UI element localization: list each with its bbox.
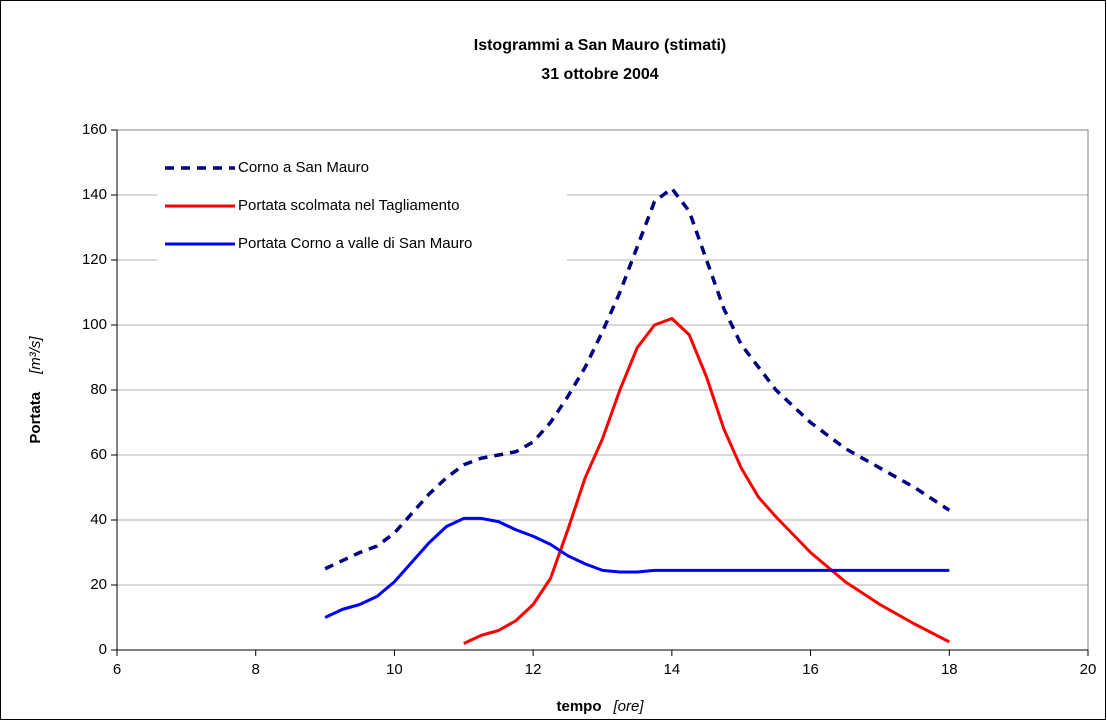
x-tick-label: 18 bbox=[941, 661, 958, 678]
y-tick-label: 80 bbox=[90, 381, 107, 398]
x-axis-title: tempo [ore] bbox=[556, 698, 644, 715]
legend-label: Portata Corno a valle di San Mauro bbox=[238, 235, 472, 252]
y-tick-label: 60 bbox=[90, 446, 107, 463]
legend-label: Portata scolmata nel Tagliamento bbox=[238, 197, 460, 214]
chart-subtitle: 31 ottobre 2004 bbox=[541, 66, 658, 83]
y-tick-label: 120 bbox=[82, 251, 107, 268]
y-tick-label: 160 bbox=[82, 121, 107, 138]
y-tick-label: 20 bbox=[90, 576, 107, 593]
series-line bbox=[463, 317, 950, 645]
y-label: Portata bbox=[27, 391, 44, 443]
x-tick-label: 20 bbox=[1080, 661, 1097, 678]
x-tick-label: 16 bbox=[802, 661, 819, 678]
y-tick-label: 100 bbox=[82, 316, 107, 333]
y-tick-label: 0 bbox=[99, 641, 107, 658]
series-line bbox=[324, 516, 950, 619]
y-axis-title: Portata [m³/s] bbox=[27, 336, 44, 444]
y-tick-label: 40 bbox=[90, 511, 107, 528]
y-unit: [m³/s] bbox=[27, 336, 44, 375]
x-tick-label: 8 bbox=[252, 661, 260, 678]
chart-title: Istogrammi a San Mauro (stimati) bbox=[474, 37, 727, 54]
legend-label: Corno a San Mauro bbox=[238, 159, 369, 176]
x-unit: [ore] bbox=[612, 698, 644, 715]
x-tick-label: 10 bbox=[386, 661, 403, 678]
x-tick-label: 6 bbox=[113, 661, 121, 678]
y-tick-label: 140 bbox=[82, 186, 107, 203]
x-tick-label: 14 bbox=[664, 661, 681, 678]
x-tick-label: 12 bbox=[525, 661, 542, 678]
x-label: tempo bbox=[556, 698, 601, 715]
